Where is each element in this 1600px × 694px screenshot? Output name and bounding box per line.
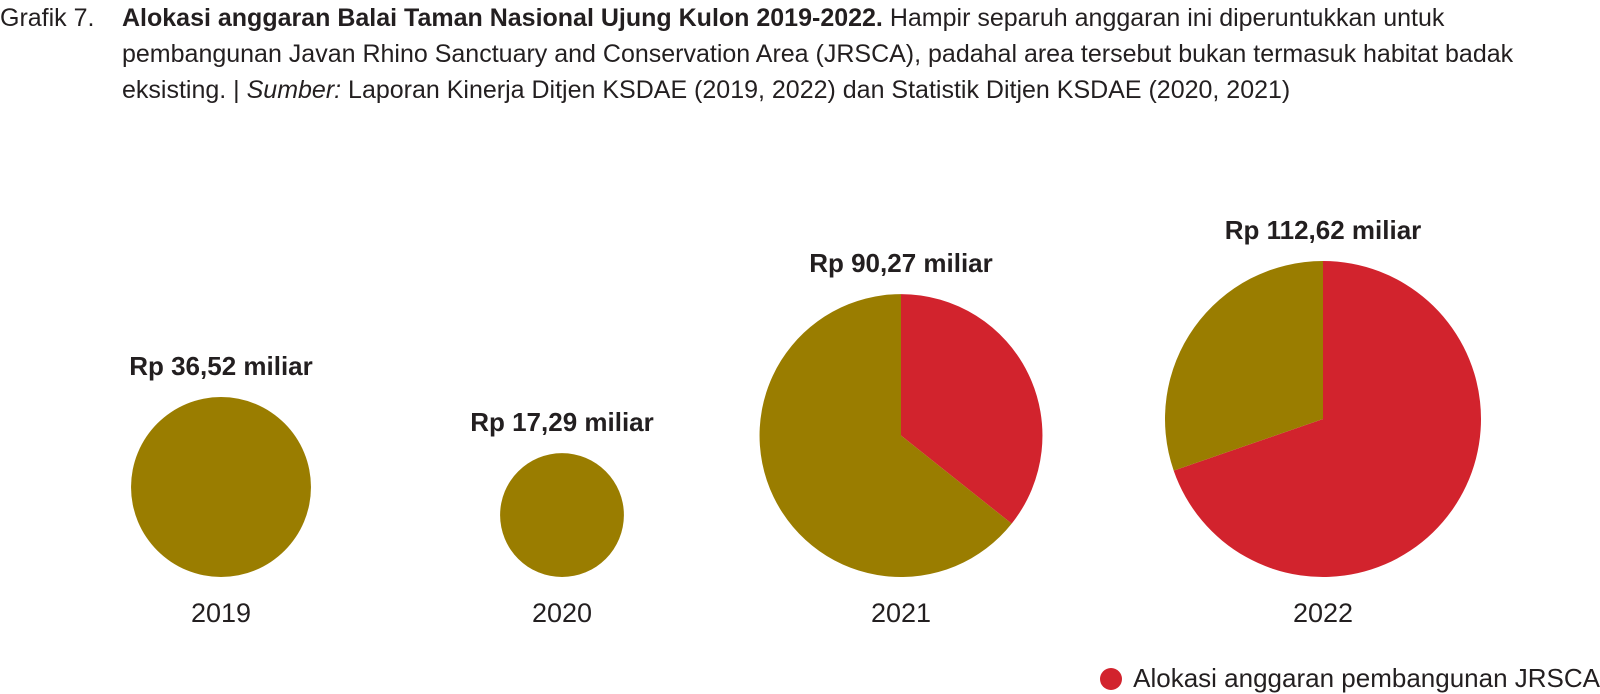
legend: Alokasi anggaran pembangunan JRSCA xyxy=(1100,663,1600,694)
caption-label: Grafik 7. xyxy=(0,4,95,32)
caption-text: Hampir separuh anggaran ini diperuntukka… xyxy=(122,4,1514,104)
pie-slice-other-2019 xyxy=(131,397,311,577)
legend-swatch-jrsca xyxy=(1100,667,1123,690)
pie-slice-other-2021 xyxy=(759,294,1012,577)
pie-slice-jrsca-2022 xyxy=(1173,261,1482,577)
figure-caption: Grafik 7. Alokasi anggaran Balai Taman N… xyxy=(0,0,1600,108)
caption-body: Alokasi anggaran Balai Taman Nasional Uj… xyxy=(122,0,1600,108)
caption-title: Alokasi anggaran Balai Taman Nasional Uj… xyxy=(122,4,883,32)
pie-slice-other-2022 xyxy=(1165,261,1323,471)
pie-slice-jrsca-2021 xyxy=(901,294,1043,524)
year-label-2022: 2022 xyxy=(1293,598,1353,628)
legend-label-jrsca: Alokasi anggaran pembangunan JRSCA xyxy=(1133,663,1600,693)
total-label-2019: Rp 36,52 miliar xyxy=(129,351,313,381)
total-label-2021: Rp 90,27 miliar xyxy=(809,248,993,278)
pie-slice-other-2020 xyxy=(500,453,624,577)
total-label-2020: Rp 17,29 miliar xyxy=(470,407,654,437)
year-label-2021: 2021 xyxy=(871,598,931,628)
total-label-2022: Rp 112,62 miliar xyxy=(1225,215,1422,245)
year-label-2020: 2020 xyxy=(532,598,592,628)
year-label-2019: 2019 xyxy=(191,598,251,628)
caption-source-text: Laporan Kinerja Ditjen KSDAE (2019, 2022… xyxy=(341,76,1291,104)
caption-source-label: Sumber: xyxy=(246,76,342,104)
